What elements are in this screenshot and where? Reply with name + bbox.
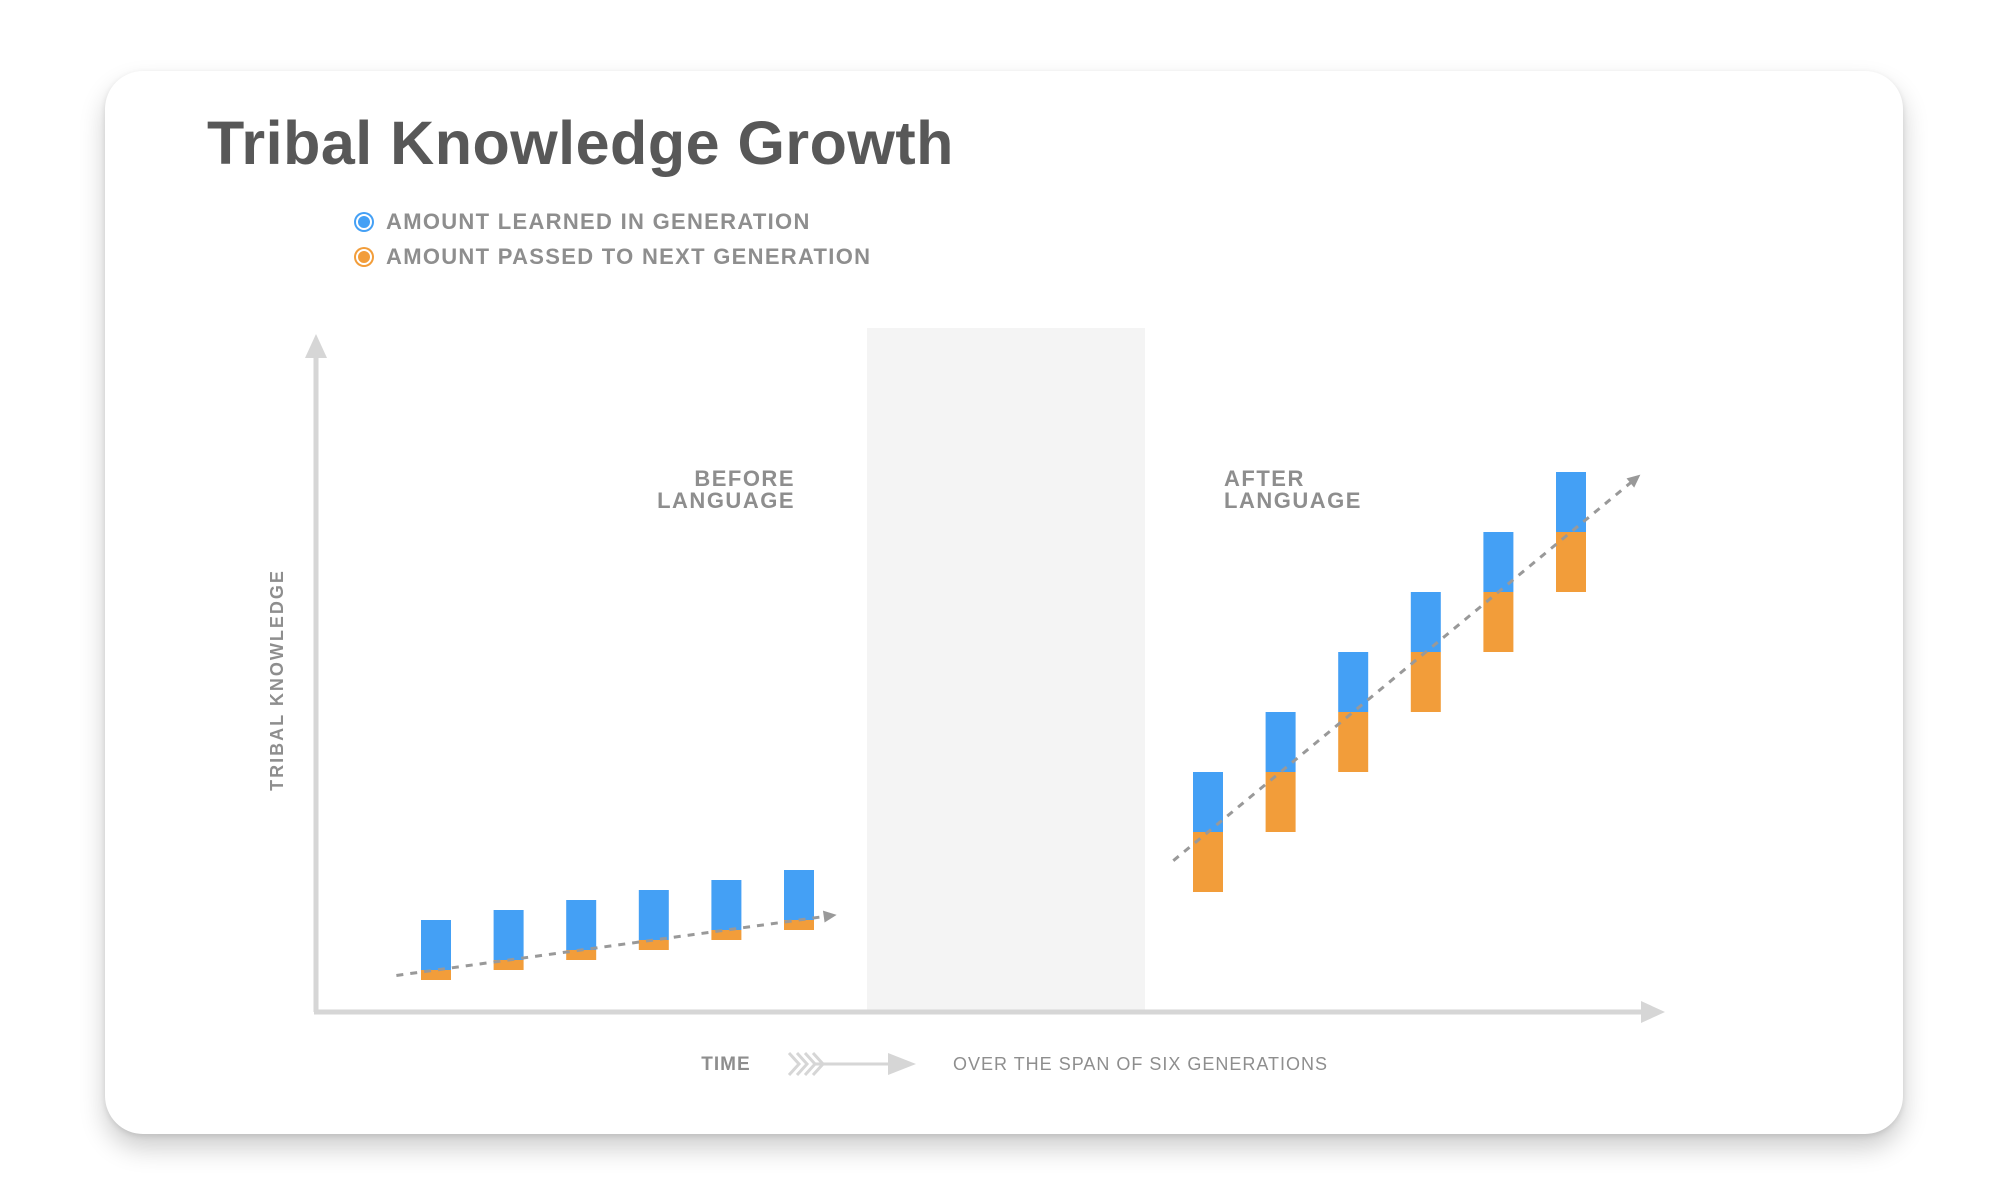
bar-learned-before-gen-4 <box>638 890 669 940</box>
bar-passed-before-gen-1 <box>421 970 451 980</box>
learned-legend-dot-icon <box>356 213 372 230</box>
y-axis-label: TRIBAL KNOWLEDGE <box>267 569 287 791</box>
bar-passed-before-gen-4 <box>638 940 669 950</box>
bar-learned-after-gen-6 <box>1556 472 1586 532</box>
bar-learned-before-gen-3 <box>566 900 597 950</box>
bar-learned-after-gen-2 <box>1265 712 1296 772</box>
bar-passed-before-gen-5 <box>711 930 742 940</box>
language-transition-band <box>867 328 1145 1010</box>
x-axis-arrow-icon <box>1641 1001 1665 1023</box>
legend-label-learned: AMOUNT LEARNED IN GENERATION <box>386 208 811 234</box>
legend: AMOUNT LEARNED IN GENERATION AMOUNT PASS… <box>356 204 871 274</box>
bar-learned-before-gen-5 <box>711 880 742 930</box>
y-axis-arrow-icon <box>305 334 327 358</box>
chart-title: Tribal Knowledge Growth <box>207 109 954 177</box>
bar-passed-after-gen-6 <box>1556 532 1586 592</box>
bar-passed-after-gen-3 <box>1338 712 1369 772</box>
time-arrow-icon <box>787 1051 916 1077</box>
trend-line-before <box>396 914 829 977</box>
bar-learned-before-gen-2 <box>493 910 524 960</box>
bar-learned-after-gen-3 <box>1338 652 1369 712</box>
panel-label-before: BEFORE LANGUAGE <box>657 466 795 513</box>
trend-arrow-icon <box>822 910 837 923</box>
legend-item-learned: AMOUNT LEARNED IN GENERATION <box>356 204 871 239</box>
trend-line-after <box>1172 478 1636 862</box>
bar-passed-before-gen-2 <box>493 960 524 970</box>
bar-passed-after-gen-2 <box>1265 772 1296 832</box>
bar-passed-before-gen-3 <box>566 950 597 960</box>
bar-learned-before-gen-1 <box>421 920 451 970</box>
bar-passed-before-gen-6 <box>784 920 814 930</box>
x-axis-label: TIME <box>701 1054 750 1075</box>
x-axis <box>314 1001 1665 1023</box>
y-axis <box>305 334 327 1012</box>
x-axis-note: OVER THE SPAN OF SIX GENERATIONS <box>953 1054 1328 1074</box>
panel-label-after: AFTER LANGUAGE <box>1224 466 1362 513</box>
passed-legend-dot-icon <box>356 248 372 265</box>
bar-learned-before-gen-6 <box>784 870 814 920</box>
legend-item-passed: AMOUNT PASSED TO NEXT GENERATION <box>356 239 871 274</box>
legend-label-passed: AMOUNT PASSED TO NEXT GENERATION <box>386 243 872 269</box>
trend-arrow-icon <box>1626 474 1641 488</box>
